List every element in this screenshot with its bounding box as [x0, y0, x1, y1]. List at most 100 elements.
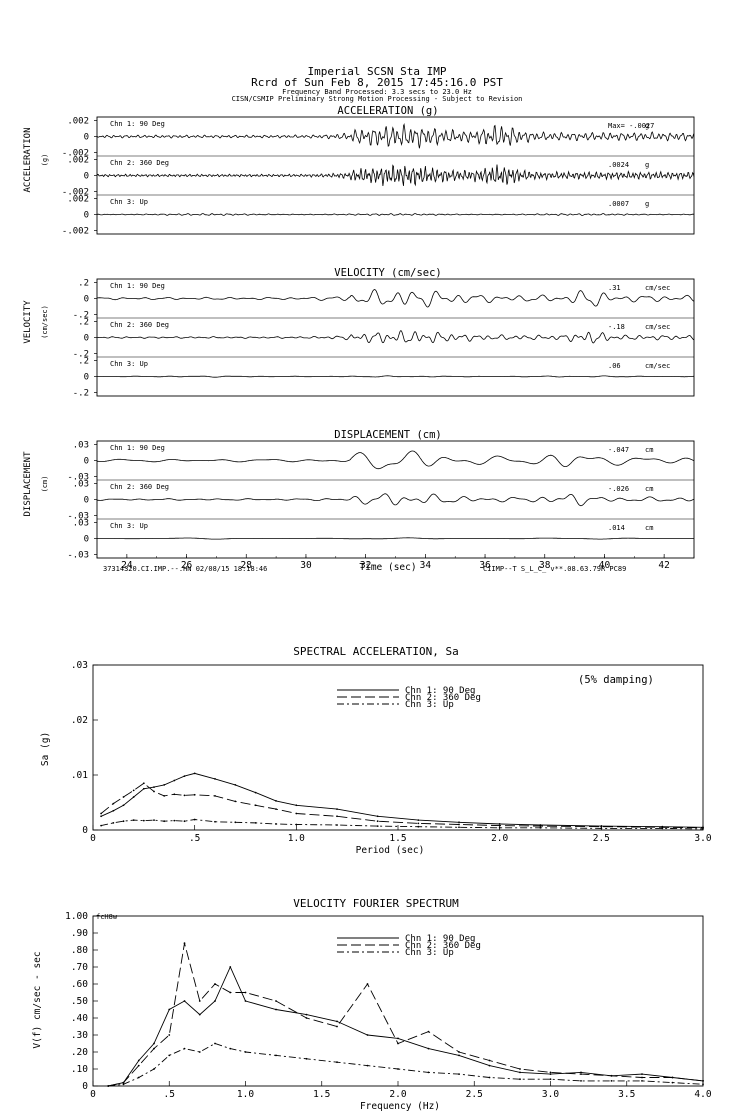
fs-xtick-label: 2.5: [466, 1089, 483, 1100]
vel-tick-label: -.2: [73, 389, 89, 399]
fs-ytick-label: .20: [71, 1047, 88, 1058]
sa-series-point: [498, 826, 501, 829]
fs-xlabel: Frequency (Hz): [360, 1101, 440, 1112]
fs-series-point: [610, 1074, 613, 1077]
vel-trace: [96, 289, 695, 308]
sa-ytick-label: 0: [82, 825, 88, 836]
fs-series-point: [214, 983, 216, 985]
fs-ylabel: V(f) cm/sec - sec: [32, 951, 43, 1048]
sa-series-point: [600, 825, 603, 828]
accel-channel-unit: g: [645, 122, 649, 130]
fs-xtick-label: 2.0: [389, 1089, 406, 1100]
sa-series-point: [295, 812, 298, 815]
vel-channel-name: Chn 2: 360 Deg: [110, 321, 169, 329]
fs-xtick-label: 0: [90, 1089, 96, 1100]
fs-series-point: [366, 1064, 369, 1067]
fs-series-point: [702, 1083, 704, 1086]
sa-series-point: [112, 802, 115, 805]
fs-series-point: [549, 1071, 552, 1074]
vel-channel-unit: cm/sec: [645, 362, 670, 370]
sa-series-point: [417, 825, 420, 828]
vel-title: VELOCITY (cm/sec): [334, 267, 441, 279]
fs-series-point: [244, 1051, 247, 1053]
fs-ytick-label: 1.00: [65, 911, 88, 922]
accel-channel-unit: g: [645, 200, 649, 208]
fs-ytick-label: .10: [71, 1064, 88, 1075]
accel-tick-label: .002: [67, 195, 89, 205]
footer-left: 37314320.CI.IMP.--.HN 02/08/15 18:18:46: [103, 565, 267, 573]
sa-series-point: [254, 791, 257, 794]
accel-channel-peak: .0007: [608, 200, 629, 208]
sa-series-point: [173, 793, 176, 796]
vel-side-label: VELOCITY: [23, 300, 33, 344]
fs-series-point: [137, 1076, 140, 1079]
fs-series-point: [580, 1071, 582, 1074]
sa-series-point: [142, 787, 145, 790]
sa-series-point: [122, 796, 125, 798]
disp-trace: [96, 450, 695, 470]
disp-tick-label: -.03: [67, 473, 89, 483]
disp-channel-peak: -.047: [608, 446, 629, 454]
fs-ytick-label: .80: [71, 945, 88, 956]
fs-series-point: [519, 1071, 521, 1074]
sa-title: SPECTRAL ACCELERATION, Sa: [293, 645, 459, 658]
time-tick-label: 30: [300, 560, 312, 571]
time-tick-label: 24: [121, 560, 133, 571]
sa-series-point: [458, 826, 460, 829]
sa-series-point: [173, 779, 176, 782]
sa-series-point: [234, 800, 237, 803]
sa-series-point: [600, 827, 603, 830]
fs-series-point: [397, 1042, 399, 1045]
vel-channel-peak: -.18: [608, 323, 625, 331]
disp-side-label: DISPLACEMENT: [23, 451, 33, 517]
disp-tick-label: -.03: [67, 551, 89, 561]
sa-xtick-label: 1.5: [389, 833, 406, 844]
fs-ytick-label: .90: [71, 928, 88, 939]
record-time: Rcrd of Sun Feb 8, 2015 17:45:16.0 PST: [251, 76, 503, 89]
fs-series-point: [671, 1081, 674, 1084]
fs-series-point: [336, 1025, 338, 1028]
fs-series-point: [641, 1073, 643, 1075]
accel-unit-label: (g): [41, 154, 49, 167]
sa-xlabel: Period (sec): [356, 845, 425, 856]
sa-series-point: [376, 815, 379, 818]
velocity-fourier-spectrum-chart: VELOCITY FOURIER SPECTRUM fcH8w Frequenc…: [32, 897, 712, 1112]
vel-trace: [96, 330, 695, 344]
fs-series-point: [427, 1047, 430, 1050]
frequency-band: Frequency Band Processed: 3.3 secs to 23…: [282, 88, 472, 96]
sa-series-point: [142, 782, 145, 785]
sa-series-point: [417, 822, 420, 825]
fs-series-point: [427, 1071, 430, 1074]
fs-series-point: [229, 1047, 232, 1050]
sa-series-point: [112, 821, 115, 824]
vel-channel-peak: .31: [608, 284, 621, 292]
vel-channel-name: Chn 3: Up: [110, 360, 148, 368]
fs-series-point: [488, 1059, 491, 1062]
panel-vel: VELOCITY (cm/sec) VELOCITY (cm/sec) Chn 1: …: [23, 267, 695, 399]
fs-series-point: [214, 1042, 216, 1045]
fs-series-point: [458, 1073, 460, 1075]
fs-series-line: [108, 965, 704, 1087]
sa-series-point: [132, 789, 135, 792]
fs-series-line: [108, 943, 704, 1087]
sa-series-point: [214, 820, 216, 823]
fs-legend-label: Chn 1: 90 Deg: [405, 934, 475, 944]
time-tick-label: 26: [181, 560, 193, 571]
accel-side-label: ACCELERATION: [23, 127, 33, 192]
sa-series-line: [100, 772, 704, 828]
accel-channel-name: Chn 2: 360 Deg: [110, 159, 169, 167]
time-tick-label: 34: [420, 560, 432, 571]
sa-ytick-label: .01: [71, 770, 88, 781]
sa-xtick-label: 2.5: [593, 833, 610, 844]
fs-series-point: [183, 942, 186, 945]
sa-xtick-label: 2.0: [491, 833, 508, 844]
sa-series-point: [112, 809, 115, 812]
sa-series-point: [163, 795, 166, 797]
disp-channel-unit: cm: [645, 524, 653, 532]
time-tick-label: 42: [658, 560, 669, 571]
fs-series-point: [336, 1061, 338, 1064]
fs-series-point: [198, 1051, 201, 1053]
vel-trace: [97, 375, 694, 378]
processing-note: CISN/CSMIP Preliminary Strong Motion Pro…: [232, 95, 523, 103]
